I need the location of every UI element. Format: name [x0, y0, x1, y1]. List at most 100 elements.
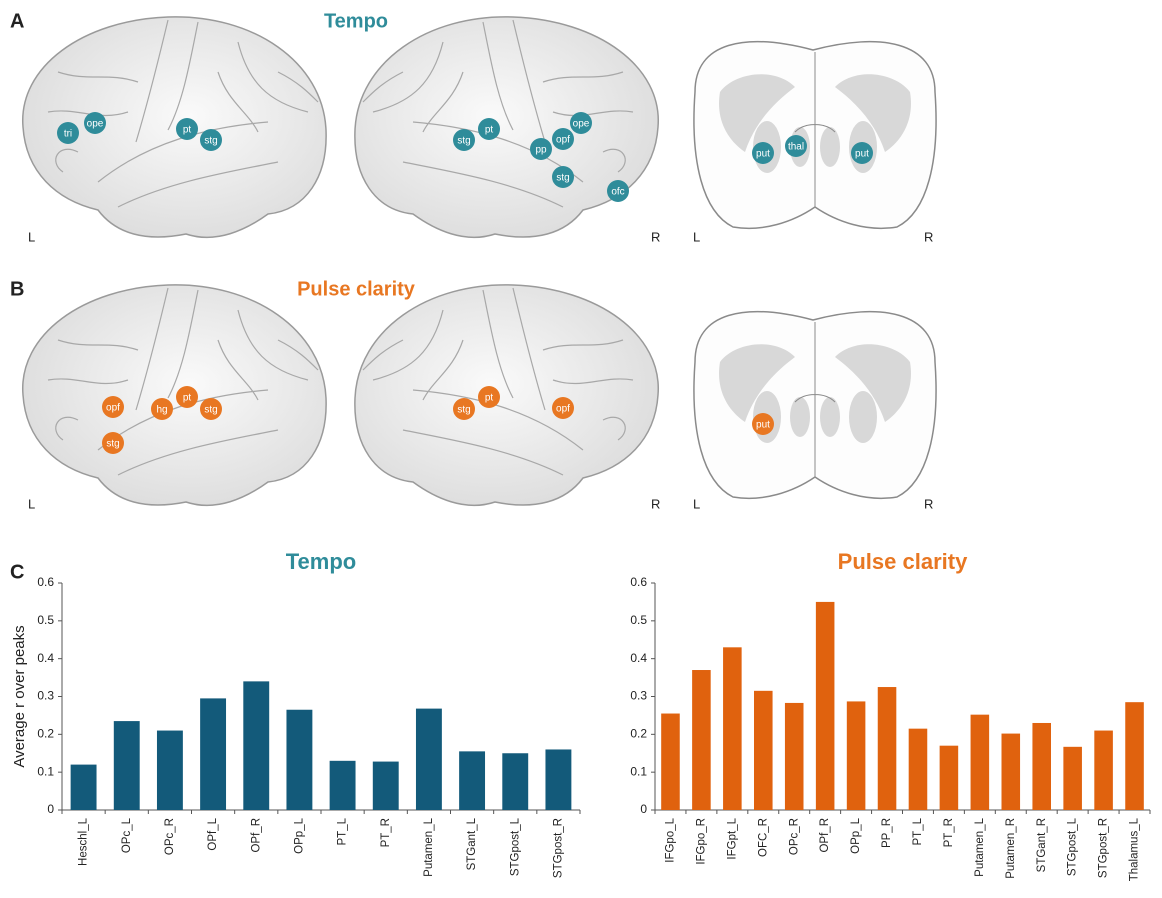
bar [545, 749, 572, 810]
x-tick-label: OPf_L [207, 817, 219, 850]
region-marker [552, 397, 574, 419]
x-tick-label: Thalamus_L [1129, 817, 1141, 881]
y-tick-label: 0 [640, 802, 647, 816]
bar [1032, 722, 1051, 810]
region-marker [102, 396, 124, 418]
region-marker [102, 432, 124, 454]
bar [200, 698, 227, 810]
bar [1094, 730, 1113, 810]
x-tick-label: STGpost_L [509, 817, 521, 876]
x-tick-label: STGant_L [466, 817, 478, 870]
bar [1125, 702, 1144, 810]
bar [784, 702, 804, 810]
x-tick-label: OPf_R [819, 818, 831, 853]
panel-letter: C [10, 561, 24, 583]
region-marker [785, 135, 807, 157]
region-label: put [756, 149, 770, 160]
x-tick-label: STGpost_L [1067, 817, 1079, 876]
x-tick-label: OPc_L [121, 817, 133, 853]
region-label: ope [87, 119, 104, 130]
x-tick-label: STGpost_R [552, 818, 564, 878]
region-label: ofc [611, 187, 624, 198]
x-tick-label: STGpost_R [1098, 818, 1110, 878]
region-marker [151, 398, 173, 420]
region-marker [752, 142, 774, 164]
x-tick-label: OFC_R [757, 818, 769, 857]
chart-title: Pulse clarity [838, 549, 968, 574]
region-marker [570, 112, 592, 134]
region-label: stg [457, 405, 470, 416]
region-label: pt [485, 125, 494, 136]
x-tick-label: IFGpo_L [665, 817, 677, 862]
bar [939, 745, 959, 810]
x-tick-label: OPc_R [788, 818, 800, 855]
side-label: L [693, 496, 700, 511]
side-label: R [651, 496, 660, 511]
region-label: stg [457, 136, 470, 147]
bar [113, 721, 140, 810]
y-tick-label: 0.3 [37, 689, 54, 703]
x-tick-label: Putamen_L [974, 817, 986, 876]
region-marker [453, 398, 475, 420]
x-tick-label: Heschl_L [78, 817, 90, 866]
x-tick-label: Putamen_L [423, 817, 435, 876]
side-label: L [28, 229, 35, 244]
bar [908, 728, 928, 810]
x-tick-label: PP_R [881, 818, 893, 848]
region-marker [552, 128, 574, 150]
region-label: put [756, 420, 770, 431]
region-marker [530, 138, 552, 160]
bar [243, 681, 270, 810]
x-tick-label: IFGpt_L [726, 817, 738, 859]
region-marker [84, 112, 106, 134]
x-tick-label: OPc_R [164, 818, 176, 855]
y-tick-label: 0.2 [37, 727, 54, 741]
bar [459, 751, 486, 810]
region-label: stg [204, 405, 217, 416]
bar [754, 690, 773, 810]
y-axis-label: Average r over peaks [11, 625, 28, 767]
bar [970, 714, 990, 810]
bar [70, 764, 97, 810]
region-marker [200, 398, 222, 420]
region-label: tri [64, 129, 72, 140]
y-tick-label: 0.1 [37, 764, 54, 778]
region-label: pp [535, 145, 547, 156]
y-tick-label: 0.4 [630, 651, 647, 665]
bar [877, 687, 897, 810]
panel-title: Tempo [324, 10, 388, 32]
region-label: pt [183, 125, 192, 136]
y-tick-label: 0.5 [37, 613, 54, 627]
region-marker [176, 118, 198, 140]
region-marker [552, 166, 574, 188]
bar [661, 713, 680, 810]
side-label: L [28, 496, 35, 511]
panel-title: Pulse clarity [297, 278, 416, 300]
bar [815, 601, 835, 810]
y-tick-label: 0.4 [37, 651, 54, 665]
region-label: stg [204, 136, 217, 147]
bar [372, 761, 399, 810]
chart-title: Tempo [286, 549, 356, 574]
panel-letter: B [10, 278, 24, 300]
bar [286, 709, 313, 810]
bar [846, 701, 866, 810]
side-label: R [651, 229, 660, 244]
region-marker [453, 129, 475, 151]
brain-drawings [21, 16, 937, 507]
side-label: R [924, 496, 933, 511]
region-label: stg [556, 173, 569, 184]
region-label: pt [183, 393, 192, 404]
y-tick-label: 0.6 [630, 575, 647, 589]
region-label: thal [788, 142, 804, 153]
region-marker [478, 118, 500, 140]
region-label: opf [556, 404, 570, 415]
region-label: stg [106, 439, 119, 450]
x-tick-label: PT_R [380, 818, 392, 847]
region-marker [851, 142, 873, 164]
y-tick-label: 0.3 [630, 689, 647, 703]
bar [723, 647, 742, 810]
y-tick-label: 0.6 [37, 575, 54, 589]
region-marker [57, 122, 79, 144]
